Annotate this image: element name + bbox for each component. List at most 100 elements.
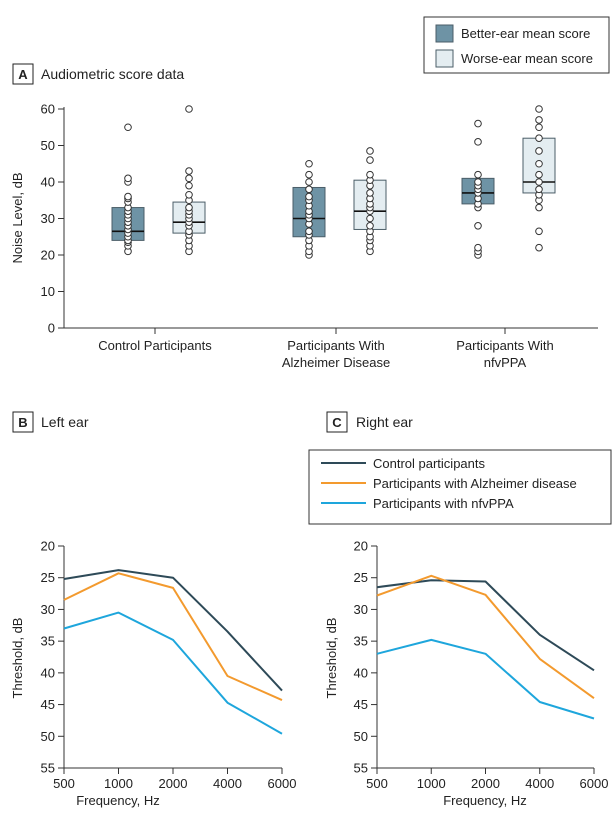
data-point [366,189,374,197]
data-point [305,192,313,201]
x-tick-label: 6000 [268,776,297,791]
panel-c-line-chart: C Right ear Control participants Particip… [308,411,612,808]
data-point [474,243,482,252]
data-point [366,156,374,164]
y-tick-label: 35 [354,634,368,649]
data-point [185,105,193,113]
data-point [474,178,482,186]
data-point [305,159,313,168]
data-point [535,134,543,142]
panel-a-y-tick-label: 20 [41,248,55,263]
data-point [124,192,132,201]
series-line [63,611,283,735]
panel-a-plot: 0 10 20 30 40 50 60 Control Participants Partici… [41,102,598,370]
y-tick-label: 20 [41,539,55,554]
data-point [535,178,543,186]
legend-line-label: Control participants [373,456,485,471]
data-point [474,170,482,179]
panel-a-label-box [12,63,34,85]
panel-c-title: Right ear [356,414,413,430]
data-point [185,203,193,212]
legend-line-label: Participants with nfvPPA [373,496,514,511]
y-tick-label: 30 [41,602,55,617]
data-point [124,174,132,183]
data-point [185,167,193,175]
panel-a-label: A [18,67,28,82]
data-point [366,214,374,223]
panel-c-label: C [332,415,342,430]
series-line [376,574,595,700]
data-point [535,116,543,124]
data-point [305,178,313,186]
data-point [474,138,482,146]
legend-label-better-ear: Better-ear mean score [461,26,590,41]
y-tick-label: 25 [41,570,55,585]
panel-a-box-plot: Better-ear mean score Worse-ear mean scor… [10,16,610,370]
data-point [185,174,193,183]
data-point [535,105,543,113]
panel-a-category-label: nfvPPA [484,355,527,370]
data-point [185,190,193,199]
panel-a-y-tick-label: 40 [41,175,55,190]
data-point [535,203,543,212]
panel-a-y-tick-label: 50 [41,138,55,153]
panel-a-y-tick-label: 10 [41,284,55,299]
panel-a-header: A Audiometric score data [12,63,184,85]
x-tick-label: 2000 [471,776,500,791]
panel-a-legend: Better-ear mean score Worse-ear mean scor… [423,16,610,74]
panel-a-title: Audiometric score data [41,66,184,82]
panel-b-y-axis-label: Threshold, dB [10,618,25,699]
data-point [535,243,543,252]
y-tick-label: 55 [41,761,55,776]
data-point [124,123,132,132]
x-tick-label: 2000 [159,776,188,791]
data-point [305,227,313,236]
data-point [366,147,374,155]
x-tick-label: 500 [53,776,75,791]
data-point [305,185,313,194]
legend-swatch-better-ear [435,24,454,43]
data-point [535,227,543,236]
legend-swatch-worse-ear [435,49,454,68]
panel-b-label-box [12,411,34,433]
data-point [185,181,193,190]
data-point [474,119,482,128]
panel-c-y-axis-label: Threshold, dB [324,618,339,699]
data-point [535,185,543,194]
panel-a-y-tick-label: 60 [41,102,55,117]
panel-a-legend-frame [423,16,610,74]
panel-a-category-label: Alzheimer Disease [282,355,390,370]
line-legend: Control participants Participants with Al… [308,449,612,525]
y-tick-label: 40 [41,665,55,680]
y-tick-label: 50 [354,729,368,744]
panel-c-label-box [326,411,348,433]
data-point [305,170,313,179]
panel-c-x-axis-label: Frequency, Hz [443,793,527,808]
panel-c-header: C Right ear [326,411,413,433]
y-tick-label: 55 [354,761,368,776]
y-tick-label: 50 [41,729,55,744]
data-point [535,123,543,132]
panel-a-y-tick-label: 0 [48,321,55,336]
x-tick-label: 500 [366,776,388,791]
y-tick-label: 20 [354,539,368,554]
data-point [535,159,543,168]
y-tick-label: 45 [41,697,55,712]
y-tick-label: 25 [354,570,368,585]
y-tick-label: 40 [354,665,368,680]
y-tick-label: 45 [354,697,368,712]
panel-a-y-tick-label: 30 [41,211,55,226]
panel-b-label: B [18,415,27,430]
series-line [63,572,283,702]
panel-b-header: B Left ear [12,411,89,433]
y-tick-label: 30 [354,602,368,617]
panel-a-category-label: Control Participants [98,338,212,353]
data-point [535,170,543,179]
legend-label-worse-ear: Worse-ear mean score [461,51,593,66]
data-point [366,222,374,230]
data-point [474,222,482,230]
